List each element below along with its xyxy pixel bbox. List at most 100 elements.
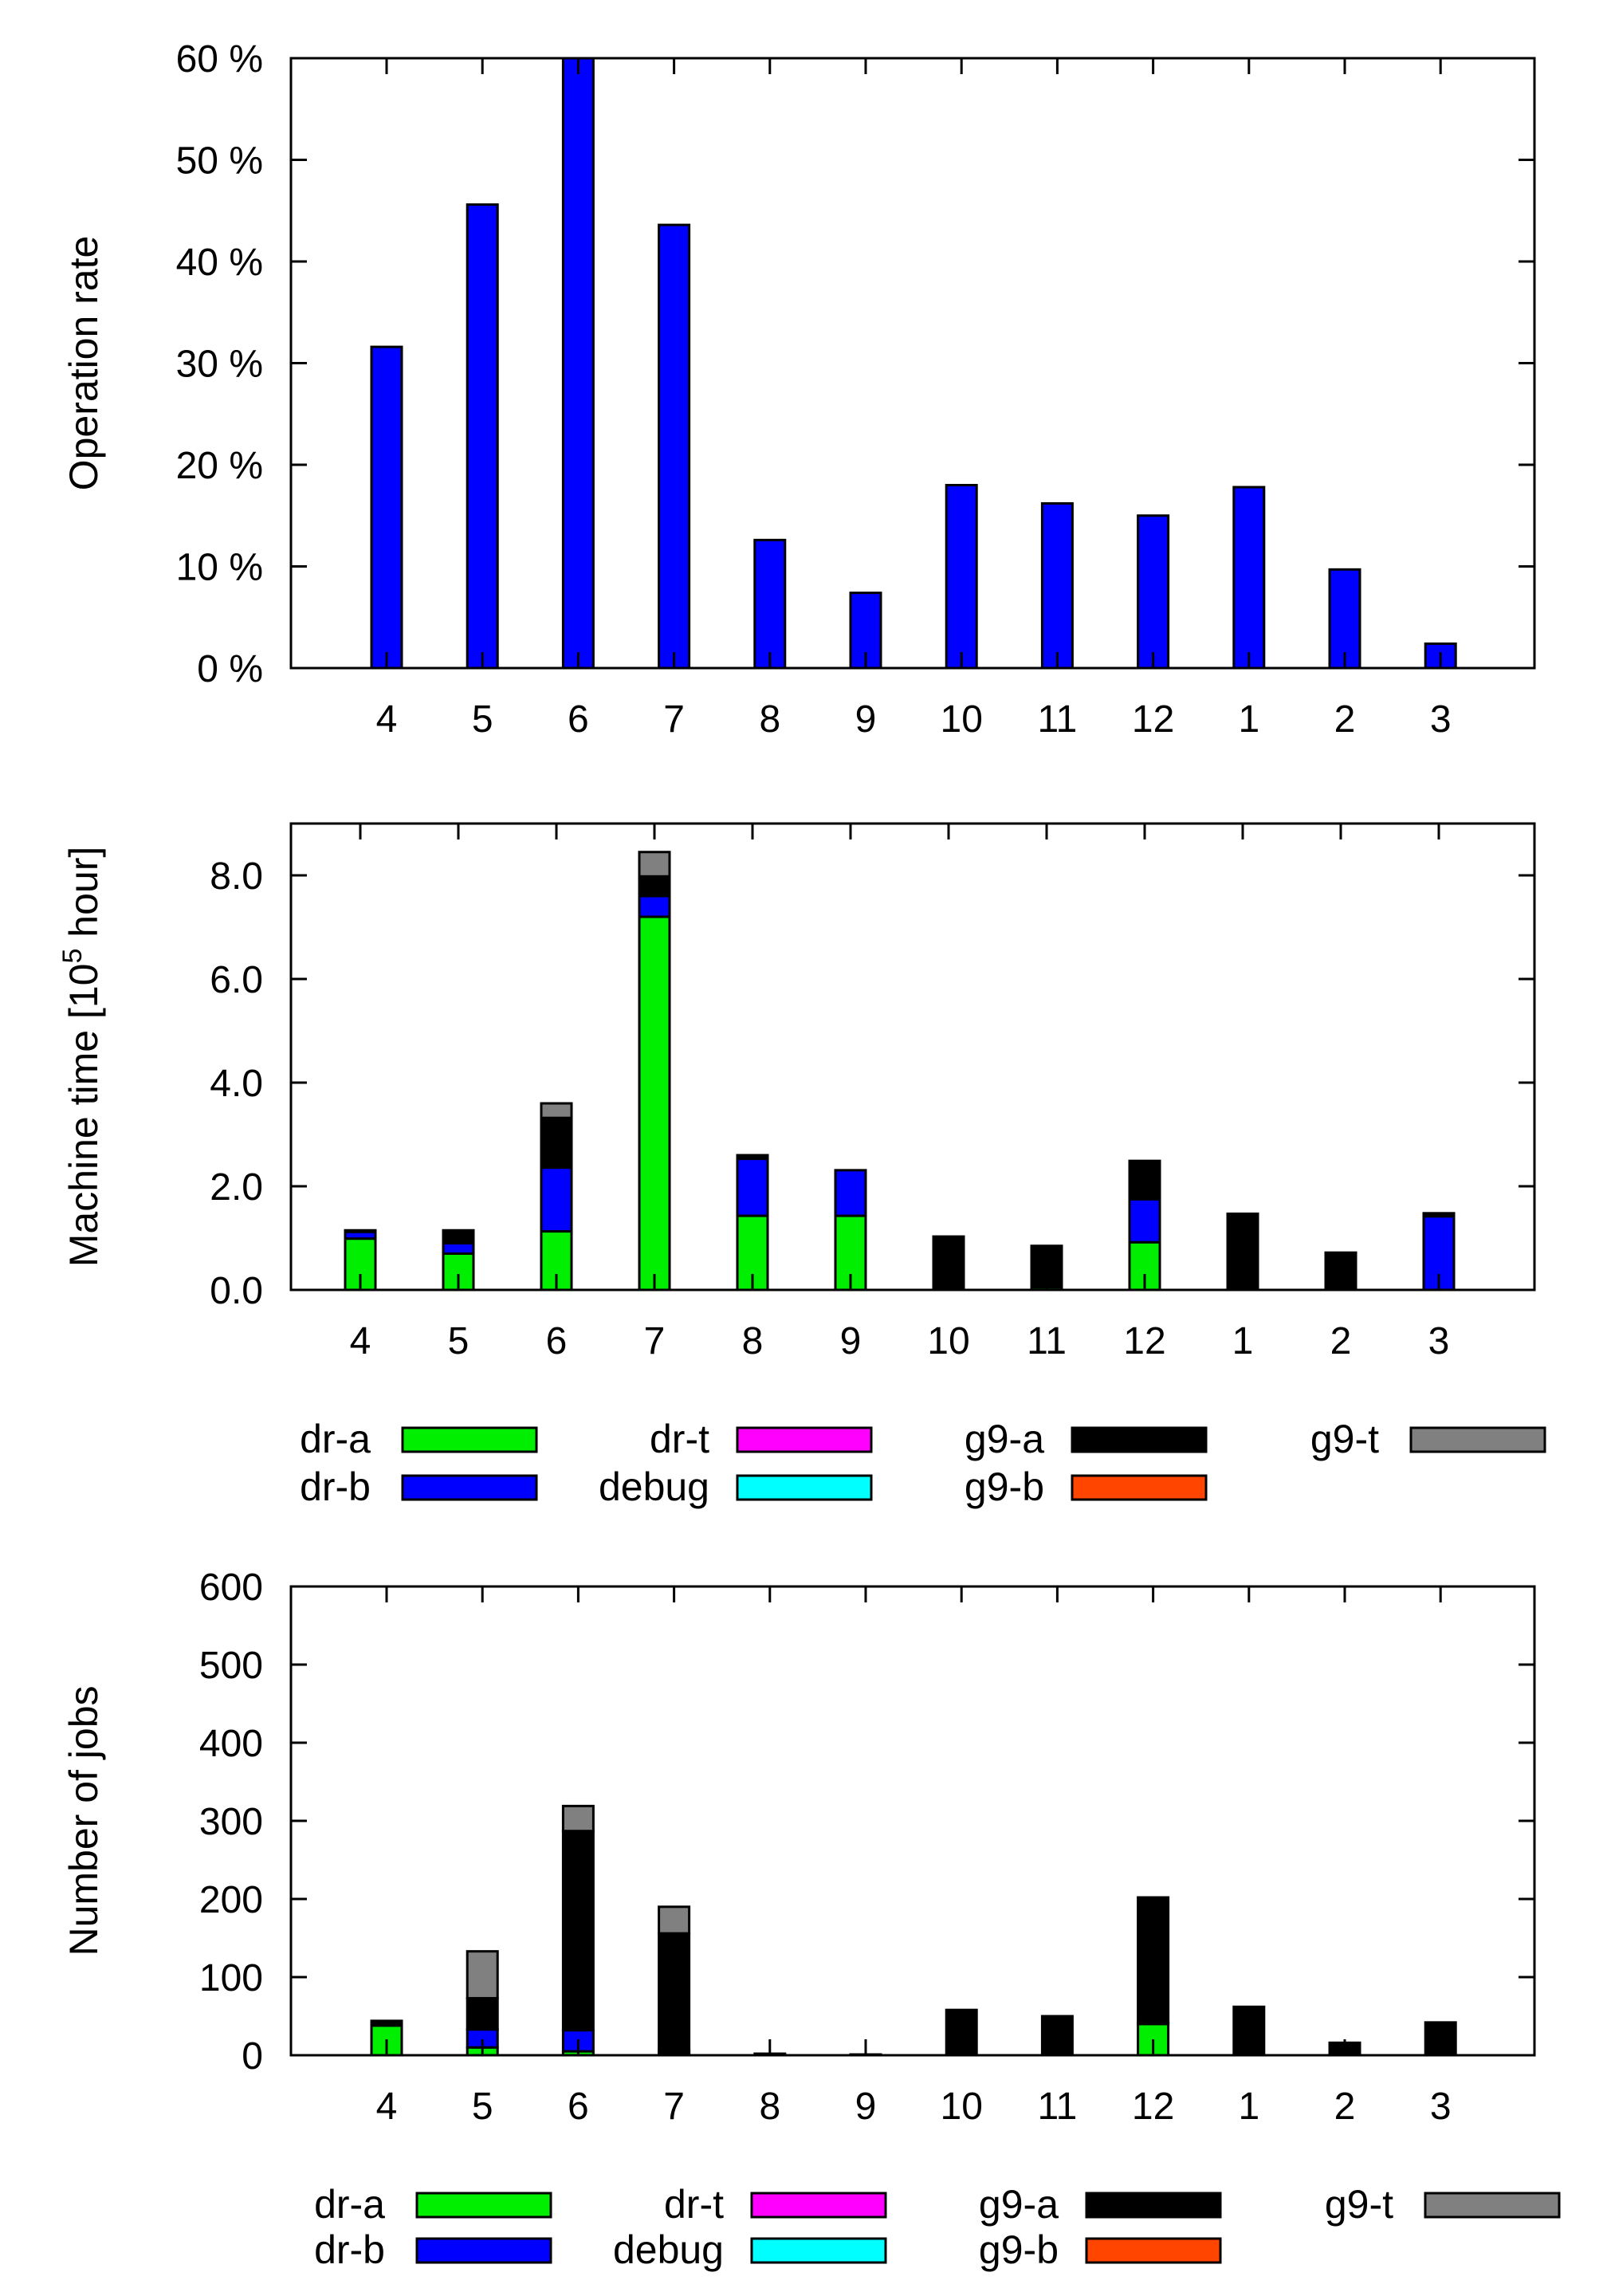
- legend-swatch-dr-a: [415, 2192, 552, 2219]
- x-tick-label: 1: [1232, 1320, 1254, 1362]
- x-tick-label: 6: [568, 698, 589, 741]
- x-tick-label: 2: [1330, 1320, 1352, 1362]
- legend-label-dr-b: dr-b: [300, 1464, 371, 1509]
- bar-g9-t-7: [658, 1905, 691, 1935]
- x-tick-label: 11: [1037, 2086, 1077, 2128]
- bar-dr-b-5: [442, 1242, 475, 1255]
- bar-g9-a-2: [1324, 1251, 1358, 1292]
- legend-swatch-g9-b: [1071, 1474, 1208, 1501]
- bar-dr-b-9: [834, 1169, 867, 1217]
- bar-dr-b-5: [466, 203, 499, 670]
- legend-label-debug: debug: [599, 1464, 709, 1509]
- bar-g9-a-4: [370, 2019, 403, 2026]
- bar-g9-a-8: [736, 1154, 769, 1161]
- bar-dr-b-12: [1137, 514, 1170, 670]
- y-tick-label: 50 %: [176, 140, 263, 183]
- y-tick-label: 300: [199, 1801, 263, 1843]
- machine-time-bars: [344, 851, 1456, 1292]
- legend-label-dr-t: dr-t: [664, 2182, 724, 2227]
- machine-time-y-axis-title: Machine time [105 hour]: [57, 847, 106, 1268]
- x-tick-label: 10: [927, 1320, 969, 1362]
- legend-label-g9-b: g9-b: [965, 1464, 1044, 1509]
- machine-time-plot-frame: [289, 822, 1536, 1292]
- operation-rate-bars: [370, 57, 1457, 670]
- x-tick-label: 6: [568, 2086, 589, 2128]
- x-tick-label: 7: [663, 2086, 685, 2128]
- number-of-jobs-bars: [370, 1804, 1457, 2057]
- x-tick-label: 8: [742, 1320, 764, 1362]
- y-tick-label: 60 %: [176, 38, 263, 81]
- bar-g9-t-5: [466, 1950, 499, 1999]
- legend-label-dr-a: dr-a: [300, 1417, 371, 1461]
- bar-g9-a-12: [1128, 1159, 1161, 1201]
- bar-g9-t-6: [540, 1102, 573, 1119]
- y-tick-label: 20 %: [176, 445, 263, 487]
- bar-g9-a-6: [561, 1830, 595, 2032]
- x-tick-label: 12: [1132, 698, 1174, 741]
- bar-dr-b-12: [1128, 1197, 1161, 1244]
- x-tick-label: 9: [855, 698, 877, 741]
- x-tick-label: 4: [350, 1320, 371, 1362]
- bar-g9-a-12: [1137, 1896, 1170, 2024]
- bar-g9-a-7: [638, 875, 671, 898]
- legend-label-dr-t: dr-t: [650, 1417, 709, 1461]
- x-tick-label: 4: [376, 2086, 398, 2128]
- x-tick-label: 5: [472, 2086, 493, 2128]
- y-tick-label: 0 %: [197, 648, 263, 690]
- y-tick-label: 100: [199, 1957, 263, 1999]
- y-tick-label: 600: [199, 1567, 263, 1609]
- y-tick-label: 4.0: [210, 1063, 263, 1105]
- bar-dr-b-11: [1040, 501, 1074, 670]
- y-tick-label: 10 %: [176, 547, 263, 589]
- x-tick-label: 3: [1430, 2086, 1452, 2128]
- legend-swatch-g9-a: [1085, 2192, 1222, 2219]
- bar-dr-b-7: [638, 894, 671, 918]
- x-tick-label: 2: [1334, 698, 1356, 741]
- bar-dr-b-6: [561, 57, 595, 670]
- x-tick-label: 9: [855, 2086, 877, 2128]
- legend-label-g9-a: g9-a: [979, 2182, 1059, 2227]
- x-tick-label: 8: [759, 698, 780, 741]
- x-tick-label: 8: [759, 2086, 780, 2128]
- y-tick-label: 200: [199, 1879, 263, 1921]
- number-of-jobs-y-axis-title: Number of jobs: [61, 1685, 106, 1956]
- legend-label-g9-t: g9-t: [1310, 1417, 1379, 1461]
- x-tick-label: 9: [840, 1320, 862, 1362]
- x-tick-label: 3: [1428, 1320, 1450, 1362]
- bar-dr-b-7: [658, 223, 691, 670]
- bar-g9-a-5: [466, 1996, 499, 2031]
- x-tick-label: 7: [663, 698, 685, 741]
- x-tick-label: 12: [1132, 2086, 1174, 2128]
- y-tick-label: 400: [199, 1723, 263, 1765]
- legend-swatch-debug: [750, 2237, 887, 2264]
- bar-dr-b-8: [736, 1158, 769, 1217]
- y-tick-label: 2.0: [210, 1166, 263, 1209]
- x-tick-label: 5: [472, 698, 493, 741]
- x-tick-label: 11: [1037, 698, 1077, 741]
- y-tick-label: 500: [199, 1645, 263, 1687]
- bar-dr-b-1: [1232, 486, 1266, 670]
- legend-label-g9-t: g9-t: [1325, 2182, 1393, 2227]
- legend-swatch-dr-t: [736, 1426, 873, 1453]
- legend-swatch-dr-a: [401, 1426, 538, 1453]
- bar-g9-t-7: [638, 851, 671, 878]
- legend-label-dr-a: dr-a: [314, 2182, 385, 2227]
- legend-label-dr-b: dr-b: [314, 2227, 385, 2272]
- bar-dr-b-8: [753, 538, 787, 670]
- x-tick-label: 6: [546, 1320, 568, 1362]
- bar-g9-a-3: [1422, 1212, 1456, 1218]
- x-tick-label: 11: [1027, 1320, 1067, 1362]
- bar-g9-t-6: [561, 1804, 595, 1833]
- legend-label-debug: debug: [613, 2227, 724, 2272]
- bar-g9-a-6: [540, 1116, 573, 1170]
- bar-g9-a-5: [442, 1229, 475, 1244]
- x-tick-label: 3: [1430, 698, 1452, 741]
- y-tick-label: 8.0: [210, 855, 263, 898]
- x-tick-label: 1: [1238, 2086, 1259, 2128]
- legend-label-g9-b: g9-b: [979, 2227, 1059, 2272]
- x-tick-label: 7: [644, 1320, 666, 1362]
